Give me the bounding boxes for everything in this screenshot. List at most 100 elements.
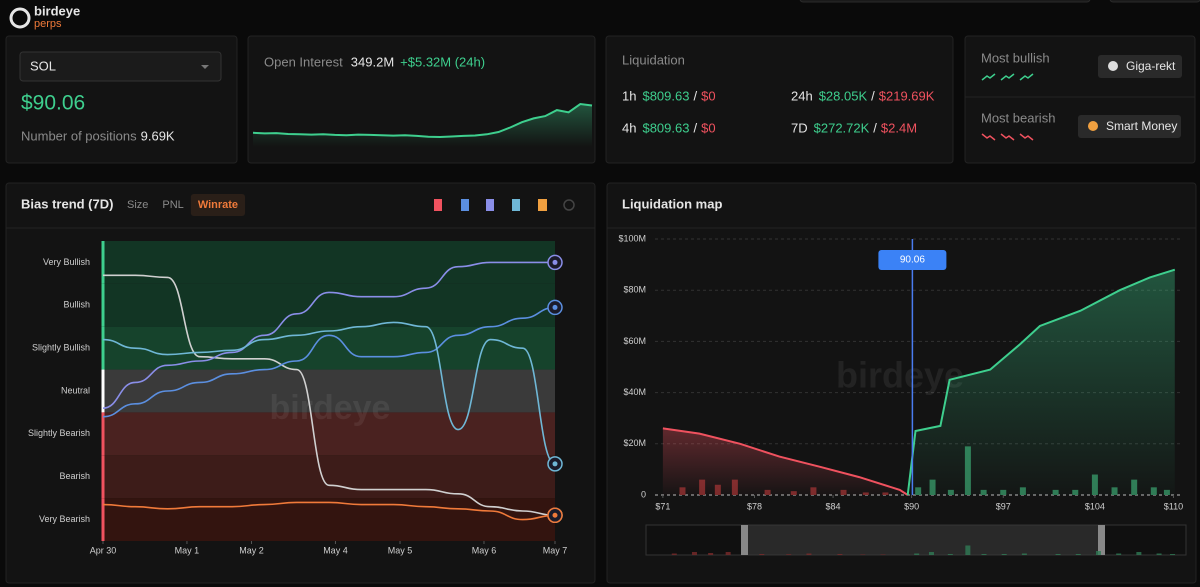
y-tick-label: $40M <box>623 387 646 397</box>
oi-label: Open Interest <box>264 54 343 69</box>
separator: / <box>871 88 875 103</box>
y-tick-label: Bearish <box>59 471 90 481</box>
bias-band <box>103 241 555 284</box>
short-value: $219.69K <box>879 88 935 103</box>
brush-bar <box>965 545 971 555</box>
y-tick-label: Very Bearish <box>39 514 90 524</box>
bearish-chip[interactable]: Smart Money <box>1078 115 1181 138</box>
long-value: $809.63 <box>642 88 689 103</box>
brush-bar <box>725 552 731 555</box>
brush-bar <box>806 553 812 555</box>
bias-band <box>103 369 555 413</box>
logo-top: birdeye <box>34 3 80 18</box>
x-tick-label: $78 <box>747 501 762 511</box>
long-value: $272.72K <box>814 120 870 135</box>
tab[interactable]: Size <box>127 199 148 211</box>
brush-bar <box>860 554 866 555</box>
top-button[interactable] <box>1109 0 1200 3</box>
symbol-select[interactable]: SOL <box>19 51 222 82</box>
long-value: $809.63 <box>642 120 689 135</box>
brush-window <box>745 525 1105 555</box>
chip-icon <box>1088 121 1098 131</box>
brush-bar <box>759 554 765 555</box>
tab[interactable]: PNL <box>162 199 183 211</box>
bullish-arrows <box>981 73 1034 81</box>
brush-bar <box>928 552 934 555</box>
x-tick-label: $97 <box>996 501 1011 511</box>
brush-bar <box>1055 554 1061 555</box>
separator: / <box>693 120 697 135</box>
bias-line <box>102 261 555 409</box>
dropdown-caret <box>201 65 209 69</box>
select-box <box>19 51 222 82</box>
logo[interactable]: birdeye perps <box>9 3 80 30</box>
legend-icon <box>461 199 469 211</box>
chip <box>1098 55 1182 78</box>
oi-line <box>252 102 593 139</box>
x-tick-label: May 5 <box>388 545 413 555</box>
bias-line <box>102 306 556 418</box>
search-bar[interactable] <box>799 0 1091 3</box>
bearish-arrows <box>981 133 1034 141</box>
x-tick-label: Apr 30 <box>90 545 117 555</box>
positions-value: 9.69K <box>141 128 175 143</box>
x-tick-label: $84 <box>826 501 841 511</box>
x-tick-label: $90 <box>904 501 919 511</box>
short-value: $0 <box>701 88 715 103</box>
watermark: birdeye <box>836 355 964 396</box>
short-value: $0 <box>701 120 715 135</box>
bias-band <box>103 412 555 456</box>
brush-bar <box>914 553 920 555</box>
y-tick-label: Very Bullish <box>43 257 90 267</box>
brush-bar <box>981 554 987 555</box>
legend-icon <box>486 199 494 211</box>
price: $90.06 <box>21 92 85 115</box>
y-tick-label: $60M <box>623 336 646 346</box>
positions-label: Number of positions <box>21 128 137 143</box>
logo-icon <box>9 7 31 29</box>
y-tick-label: $100M <box>618 233 646 243</box>
y-tick-label: 0 <box>641 489 646 499</box>
liquidation-panel <box>605 35 954 164</box>
period: 24h <box>791 88 813 103</box>
brush-bar <box>880 554 886 555</box>
x-tick-label: May 6 <box>472 545 497 555</box>
bearish-name: Smart Money <box>1106 119 1177 133</box>
y-tick-label: Slightly Bullish <box>32 343 90 353</box>
liq-curve <box>662 427 909 496</box>
brush-bar <box>708 553 714 555</box>
liq-area <box>907 269 1175 495</box>
x-tick-label: May 1 <box>175 545 200 555</box>
bias-title: Bias trend (7D) <box>21 196 113 211</box>
liq-area <box>662 428 908 495</box>
bias-legend-icons[interactable] <box>434 199 575 211</box>
liquidation-title: Liquidation <box>622 52 685 67</box>
bias-line <box>102 501 556 521</box>
brush-bar <box>837 554 843 555</box>
current-price-label: 90.06 <box>900 255 925 266</box>
brush-bar <box>1001 554 1007 555</box>
x-tick-label: $104 <box>1085 501 1105 511</box>
chip <box>1078 115 1181 138</box>
x-tick-label: $71 <box>655 501 670 511</box>
x-tick-label: $110 <box>1164 501 1183 511</box>
legend-icon <box>538 199 547 211</box>
watermark: birdeye <box>270 389 391 427</box>
tab[interactable]: Winrate <box>198 199 238 211</box>
y-tick-label: Neutral <box>61 385 90 395</box>
short-value: $2.4M <box>881 120 917 135</box>
brush-handle <box>1098 525 1105 555</box>
logo-bottom: perps <box>34 18 62 30</box>
brush-bar <box>1156 553 1162 555</box>
legend-icon <box>434 199 442 211</box>
liq-map-title: Liquidation map <box>622 196 722 211</box>
bullish-chip[interactable]: Giga-rekt <box>1098 55 1182 78</box>
brush-bar <box>947 554 953 555</box>
y-tick-label: $80M <box>623 285 646 295</box>
bullish-name: Giga-rekt <box>1126 59 1176 73</box>
period: 7D <box>791 120 808 135</box>
range-brush[interactable] <box>645 524 1187 556</box>
tab-active-bg <box>190 194 246 216</box>
period: 4h <box>622 120 636 135</box>
x-tick-label: May 7 <box>543 545 568 555</box>
